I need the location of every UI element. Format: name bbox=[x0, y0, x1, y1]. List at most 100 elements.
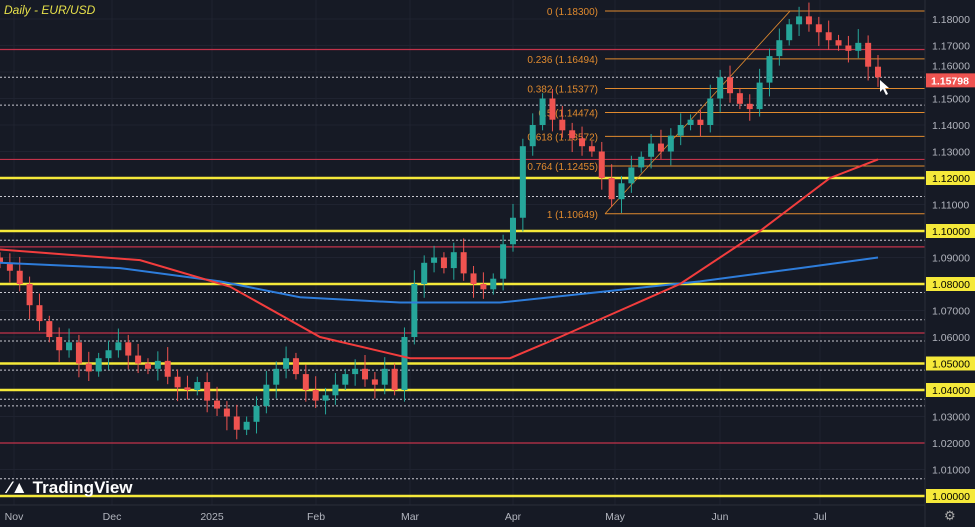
price-tick-label: 1.07000 bbox=[932, 306, 970, 318]
mouse-cursor-icon bbox=[880, 80, 889, 95]
candle-body bbox=[628, 167, 635, 184]
candle-body bbox=[362, 368, 369, 380]
price-tag-highlight bbox=[926, 383, 975, 397]
candle-body bbox=[707, 98, 714, 125]
candle-body bbox=[865, 42, 872, 67]
price-axis bbox=[925, 0, 975, 527]
candle-body bbox=[6, 262, 13, 271]
candle-body bbox=[657, 143, 664, 152]
candle-body bbox=[223, 408, 230, 417]
candle-body bbox=[75, 342, 82, 364]
candle-body bbox=[16, 270, 23, 284]
candle-body bbox=[352, 368, 359, 375]
candle-body bbox=[56, 337, 63, 351]
candle-body bbox=[588, 146, 595, 152]
candle-body bbox=[66, 342, 73, 351]
current-price-label: 1.15798 bbox=[931, 75, 969, 87]
moving-average-red bbox=[0, 158, 879, 360]
current-price-tag bbox=[926, 73, 975, 88]
price-tag-highlight bbox=[926, 277, 975, 291]
fib-label: 0.618 (1.13572) bbox=[527, 132, 598, 143]
fib-label: 0.382 (1.15377) bbox=[527, 85, 598, 96]
candle-body bbox=[579, 138, 586, 147]
price-tick-label: 1.09000 bbox=[932, 253, 970, 265]
candle-body bbox=[470, 273, 477, 284]
candle-body bbox=[677, 125, 684, 136]
fib-label: 0.5 (1.14474) bbox=[539, 108, 599, 119]
trend-line bbox=[604, 10, 791, 215]
candle-body bbox=[559, 119, 566, 131]
candle-body bbox=[332, 384, 339, 396]
time-tick-label: Mar bbox=[401, 511, 420, 523]
candle-body bbox=[648, 143, 655, 157]
candle-body bbox=[243, 421, 250, 430]
candle-body bbox=[608, 178, 615, 200]
candle-body bbox=[174, 376, 181, 388]
candle-body bbox=[144, 363, 151, 369]
candle-body bbox=[431, 257, 438, 263]
candle-body bbox=[815, 24, 822, 33]
candle-body bbox=[105, 350, 112, 359]
price-tick-label: 1.18000 bbox=[932, 14, 970, 26]
logo-icon: ⁄▲ bbox=[8, 478, 28, 497]
candle-body bbox=[736, 93, 743, 104]
candle-body bbox=[421, 262, 428, 284]
price-tag-highlight bbox=[926, 489, 975, 503]
candle-body bbox=[480, 284, 487, 290]
time-tick-label: 2025 bbox=[200, 511, 224, 523]
candle-body bbox=[0, 257, 3, 263]
price-tag-highlight bbox=[926, 224, 975, 238]
candle-body bbox=[727, 77, 734, 94]
price-tick-label: 1.01000 bbox=[932, 465, 970, 477]
candle-body bbox=[805, 16, 812, 25]
candle-body bbox=[204, 382, 211, 401]
candle-body bbox=[766, 56, 773, 83]
candle-body bbox=[194, 382, 201, 390]
candle-body bbox=[263, 384, 270, 406]
price-tick-label: 1.04000 bbox=[932, 385, 970, 397]
candle-body bbox=[164, 360, 171, 377]
candle-body bbox=[776, 40, 783, 57]
candle-body bbox=[519, 146, 526, 218]
fib-label: 0.236 (1.16494) bbox=[527, 55, 598, 66]
candle-body bbox=[509, 217, 516, 245]
fib-label: 1 (1.10649) bbox=[547, 210, 598, 221]
candle-body bbox=[717, 77, 724, 99]
time-tick-label: Apr bbox=[505, 511, 522, 523]
candle-body bbox=[283, 358, 290, 369]
candle-body bbox=[875, 66, 881, 78]
moving-average-blue bbox=[0, 256, 879, 304]
candle-body bbox=[154, 360, 161, 369]
candle-body bbox=[233, 416, 240, 430]
candle-body bbox=[638, 156, 645, 168]
candle-body bbox=[214, 400, 221, 409]
fib-label: 0.764 (1.12455) bbox=[527, 162, 598, 173]
brand-name: TradingView bbox=[32, 478, 133, 497]
candle-body bbox=[746, 103, 753, 110]
price-tick-label: 1.02000 bbox=[932, 438, 970, 450]
candle-body bbox=[756, 82, 763, 110]
candle-body bbox=[440, 257, 447, 269]
candle-body bbox=[569, 130, 576, 139]
price-tick-label: 1.17000 bbox=[932, 41, 970, 53]
candle-body bbox=[95, 358, 102, 372]
candle-body bbox=[253, 405, 260, 422]
time-tick-label: Nov bbox=[5, 511, 24, 523]
price-tick-label: 1.15000 bbox=[932, 94, 970, 106]
candle-body bbox=[322, 395, 329, 401]
settings-gear-icon[interactable]: ⚙ bbox=[944, 508, 956, 523]
candle-body bbox=[796, 16, 803, 25]
chart-title: Daily - EUR/USD bbox=[4, 3, 96, 17]
candle-body bbox=[273, 368, 280, 385]
candle-body bbox=[391, 368, 398, 390]
candle-body bbox=[342, 374, 349, 385]
candle-body bbox=[302, 374, 309, 390]
candle-body bbox=[855, 42, 862, 51]
candle-body bbox=[500, 244, 507, 279]
time-tick-label: Jul bbox=[813, 511, 826, 523]
price-tick-label: 1.05000 bbox=[932, 359, 970, 371]
candle-body bbox=[549, 98, 556, 120]
candle-body bbox=[845, 45, 852, 51]
candle-body bbox=[36, 305, 43, 322]
